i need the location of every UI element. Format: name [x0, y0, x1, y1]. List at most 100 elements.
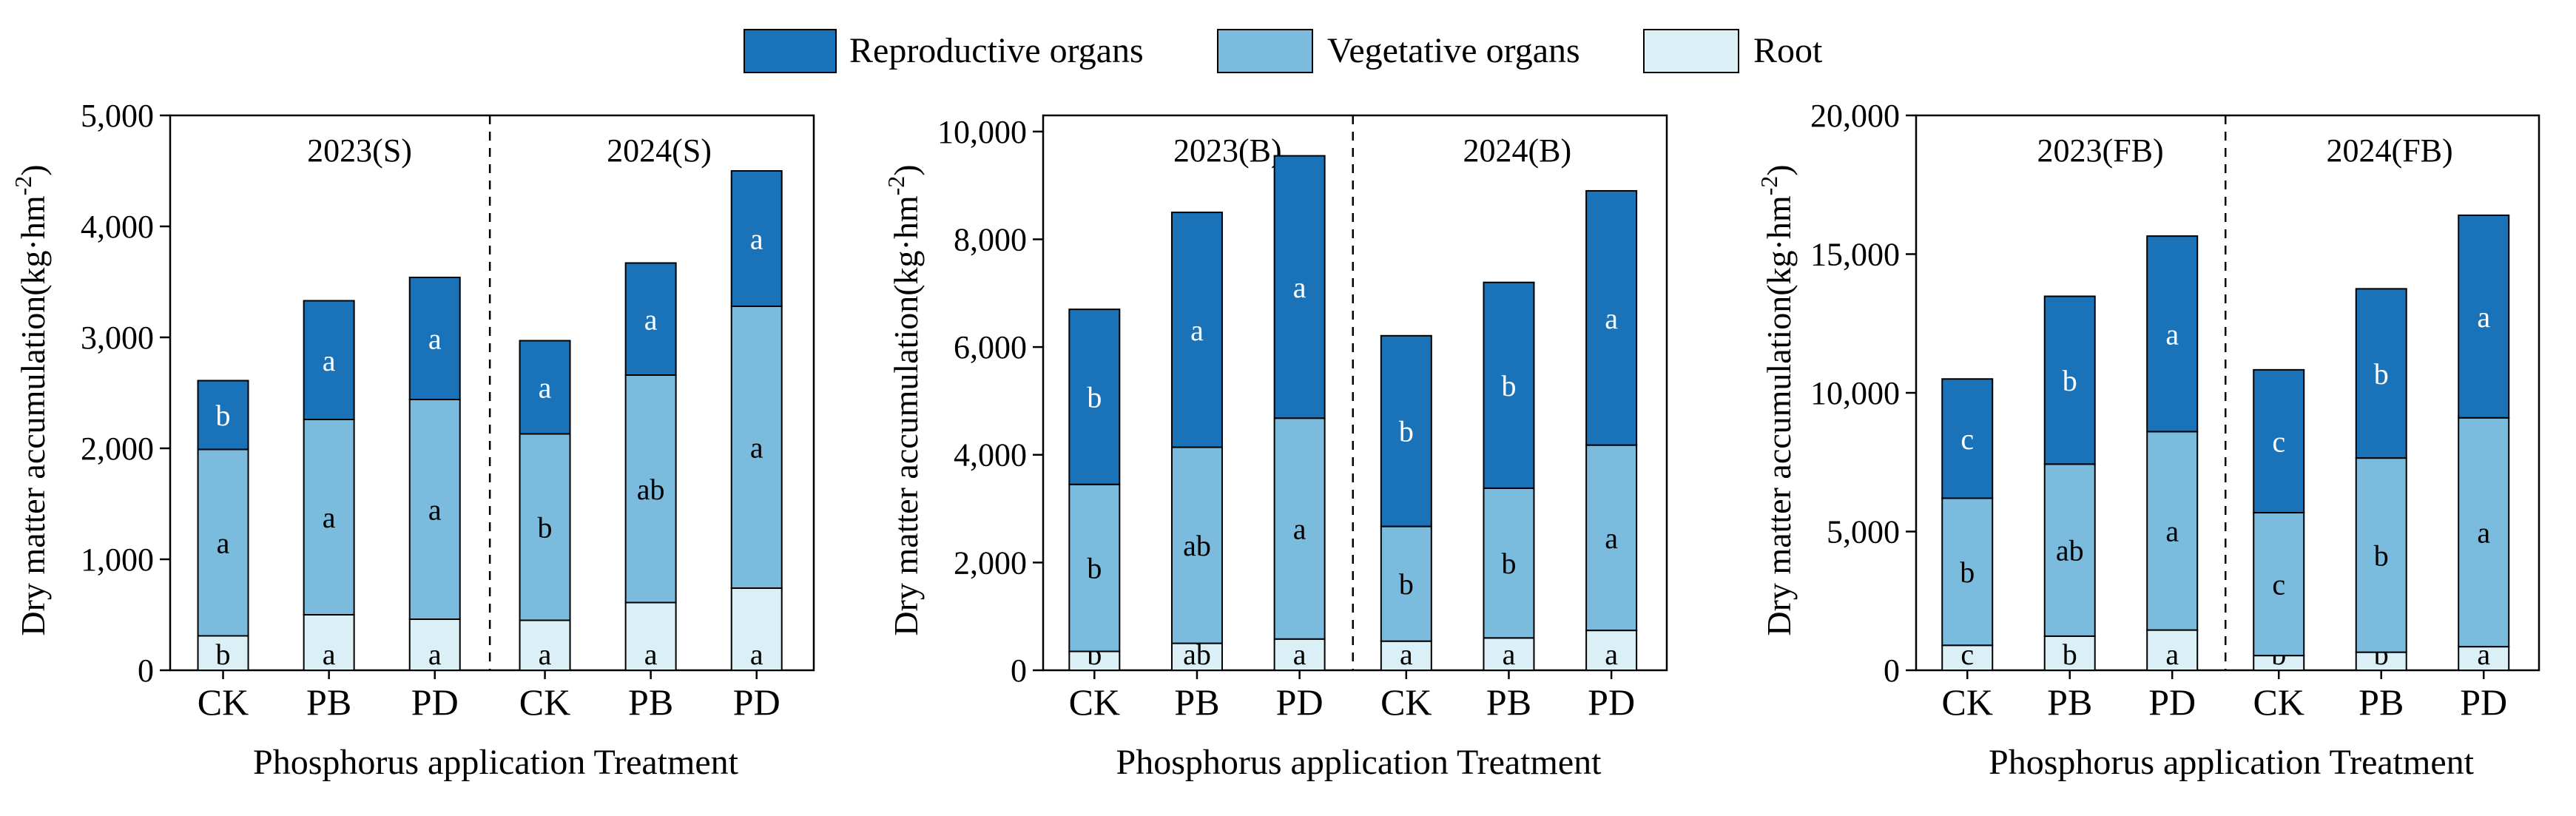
- significance-letter: a: [1190, 314, 1204, 347]
- bar-stack-ck-year2: bcc: [2253, 368, 2305, 671]
- bar-root: [519, 619, 571, 671]
- significance-letter: b: [1501, 547, 1516, 580]
- year-label: 2024(FB): [2327, 132, 2453, 169]
- bar-reproductive-organs: [624, 262, 677, 376]
- x-tick-label: CK: [519, 681, 570, 723]
- y-axis-label-end: ): [887, 164, 925, 175]
- bar-vegetative-organs: [730, 306, 783, 589]
- legend-item-reproductive-organs: Reproductive organs: [744, 29, 1144, 73]
- y-axis-label-superscript: -2: [883, 176, 909, 196]
- significance-letter: a: [2165, 515, 2179, 548]
- significance-letter: b: [2063, 364, 2077, 397]
- bar-reproductive-organs: [303, 300, 355, 420]
- bar-vegetative-organs: [2043, 463, 2096, 637]
- y-tick-label: 0: [138, 653, 154, 689]
- significance-letter: a: [428, 323, 442, 356]
- x-tick-label: PD: [2460, 681, 2507, 723]
- significance-letter: a: [1605, 522, 1618, 555]
- x-tick-label: CK: [2253, 681, 2304, 723]
- chart-panel-1: 0 1,000 2,000 3,000 4,000 5,000 Dry matter acc…: [10, 98, 815, 782]
- bar-reproductive-organs: [2043, 295, 2096, 465]
- significance-letter: a: [2477, 300, 2490, 334]
- bar-vegetative-organs: [1483, 487, 1535, 639]
- significance-letter: b: [1399, 415, 1414, 448]
- x-tick-label: PB: [2358, 681, 2404, 723]
- y-tick-label: 10,000: [1810, 375, 1900, 411]
- significance-letter: a: [644, 303, 658, 336]
- bar-stack-pd-year2: a a a: [1585, 189, 1638, 672]
- y-axis-label: Dry matter accumulation(kg·hm-2): [1756, 164, 1798, 635]
- x-tick-label: CK: [1380, 681, 1432, 723]
- legend-label: Reproductive organs: [849, 31, 1144, 70]
- year-label: 2024(B): [1463, 132, 1572, 169]
- year-label: 2023(FB): [2037, 132, 2164, 169]
- bar-vegetative-organs: [2146, 431, 2199, 631]
- significance-letter: b: [2374, 357, 2389, 391]
- bar-stack-pb-year1: b ab b: [2043, 295, 2096, 671]
- significance-letter: c: [1960, 422, 1974, 456]
- significance-letter: a: [428, 493, 442, 527]
- bar-reproductive-organs: [2458, 215, 2510, 419]
- significance-letter: a: [539, 371, 552, 405]
- bar-reproductive-organs: [408, 277, 461, 400]
- y-axis-label-main: Dry matter accumulation(kg·hm: [14, 195, 52, 635]
- legend-swatch: [1217, 29, 1313, 73]
- y-tick-label: 0: [1011, 653, 1027, 689]
- chart-panel-3: 0 5,000 10,000 15,000 20,000 Dry matter accum…: [1756, 98, 2540, 782]
- significance-letter: a: [1503, 638, 1516, 671]
- bar-reproductive-organs: [1941, 378, 1994, 499]
- y-tick-label: 5,000: [81, 98, 154, 134]
- x-tick-label: PD: [1588, 681, 1635, 723]
- x-tick-label: CK: [1942, 681, 1993, 723]
- x-axis-label: Phosphorus application Treatment: [253, 743, 739, 782]
- significance-letter: a: [1605, 302, 1618, 335]
- y-tick-label: 10,000: [937, 114, 1027, 150]
- y-axis-label: Dry matter accumulation(kg·hm-2): [10, 164, 52, 635]
- x-tick-label: PD: [411, 681, 459, 723]
- plot-frame: [1915, 114, 2540, 672]
- bar-stack-pb-year2: bbb: [2355, 288, 2407, 671]
- y-tick-label: 6,000: [954, 329, 1027, 365]
- significance-letter: b: [216, 399, 231, 432]
- bar-vegetative-organs: [1941, 497, 1994, 647]
- bar-reproductive-organs: [519, 340, 571, 435]
- bar-reproductive-organs: [1068, 308, 1121, 485]
- y-axis-label-end: ): [14, 164, 52, 175]
- significance-letter: b: [1087, 552, 1102, 585]
- bar-stack-pb-year2: a ab a: [624, 262, 677, 671]
- bar-root: [2043, 635, 2096, 671]
- bar-vegetative-organs: [519, 433, 571, 621]
- legend-item-root: Root: [1643, 29, 1823, 73]
- significance-letter: b: [2374, 539, 2389, 572]
- significance-letter: a: [1605, 638, 1618, 671]
- bar-reproductive-organs: [197, 380, 249, 451]
- legend-swatch: [744, 29, 837, 73]
- bar-stack-pb-year2: a b b: [1483, 281, 1535, 671]
- significance-letter: b: [538, 511, 553, 544]
- significance-letter: b: [1399, 567, 1414, 601]
- bar-reproductive-organs: [1483, 281, 1535, 489]
- bar-stack-pd-year2: aaa: [2458, 215, 2510, 671]
- significance-letter: ab: [1183, 529, 1211, 562]
- bar-stack-pb-year1: a a a: [303, 300, 355, 671]
- significance-letter: a: [2477, 516, 2490, 549]
- y-axis-label-main: Dry matter accumulation(kg·hm: [887, 195, 925, 635]
- y-axis-label: Dry matter accumulation(kg·hm-2): [883, 164, 925, 635]
- bar-stack-pd-year1: a a a: [2146, 235, 2199, 671]
- legend-item-vegetative-organs: Vegetative organs: [1217, 29, 1580, 73]
- chart-panel-2: 0 2,000 4,000 6,000 8,000 10,000 Dry matter ac…: [883, 114, 1668, 782]
- legend-label: Vegetative organs: [1327, 31, 1580, 70]
- year-label: 2023(B): [1173, 132, 1282, 169]
- legend-label: Root: [1753, 31, 1823, 70]
- bar-reproductive-organs: [2146, 235, 2199, 433]
- y-axis-label-end: ): [1760, 164, 1798, 175]
- significance-letter: a: [644, 638, 658, 671]
- bar-reproductive-organs: [730, 170, 783, 307]
- significance-letter: a: [1293, 271, 1306, 304]
- x-axis-label: Phosphorus application Treatment: [1116, 743, 1602, 782]
- x-tick-label: PB: [306, 681, 351, 723]
- significance-letter: a: [750, 638, 763, 671]
- significance-letter: c: [2272, 568, 2285, 601]
